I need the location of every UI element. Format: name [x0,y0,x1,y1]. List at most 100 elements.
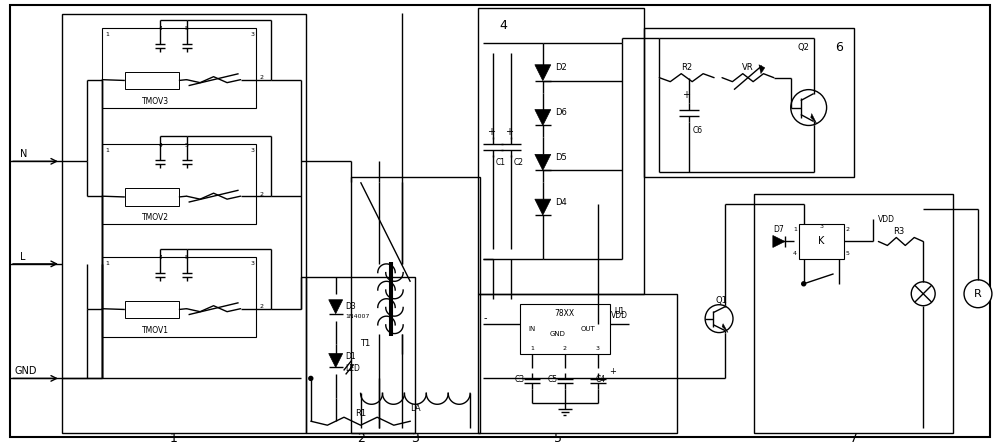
Text: R1: R1 [355,409,366,418]
Text: 3: 3 [250,149,254,153]
Text: 5: 5 [185,256,189,260]
Text: D3: D3 [346,302,356,311]
Text: D7: D7 [773,225,784,234]
Polygon shape [535,110,551,125]
Text: D1: D1 [346,352,356,361]
Text: R3: R3 [893,227,904,236]
Polygon shape [535,65,551,81]
Polygon shape [329,300,343,314]
Text: D4: D4 [555,198,567,206]
Bar [62,14,306,433]
Text: C5: C5 [548,375,558,384]
Text: 2: 2 [846,227,850,231]
Text: LED: LED [346,364,361,373]
Circle shape [791,90,827,125]
Bar [520,304,610,354]
Text: R2: R2 [681,63,692,72]
Text: 2: 2 [357,432,365,445]
Bar [125,301,179,318]
Text: 4: 4 [793,252,797,256]
Text: C1: C1 [496,158,506,167]
Polygon shape [535,154,551,170]
Text: 1: 1 [793,227,797,231]
Bar [125,188,179,206]
Text: 1: 1 [106,261,110,266]
Text: 2: 2 [259,192,263,197]
Text: 3: 3 [596,346,600,351]
Text: VDD: VDD [611,311,628,320]
Text: U1: U1 [615,307,625,316]
Text: 5: 5 [846,252,849,256]
Bar [644,28,854,177]
Bar [306,277,415,433]
Text: +: + [682,90,690,99]
Text: 3: 3 [819,223,823,228]
Text: C3: C3 [515,375,525,384]
Bar [102,257,256,337]
Text: 1: 1 [170,432,178,445]
Text: +: + [505,128,513,137]
Text: Q1: Q1 [715,296,727,305]
Bar [351,177,480,433]
Circle shape [705,305,733,333]
Text: 4: 4 [158,26,162,31]
Circle shape [802,282,806,286]
Text: LA: LA [410,404,421,413]
Text: IN: IN [528,326,535,332]
Text: 3: 3 [411,432,419,445]
Bar [799,224,844,259]
Text: K: K [818,236,824,247]
Text: OUT: OUT [580,326,595,332]
Circle shape [911,282,935,306]
Text: 2: 2 [259,75,263,80]
Circle shape [964,280,992,308]
Polygon shape [811,114,817,124]
Bar [102,28,256,107]
Text: C4: C4 [596,375,606,384]
Text: 1N4007: 1N4007 [346,314,370,319]
Polygon shape [773,235,785,248]
Text: 2: 2 [563,346,567,351]
Bar [125,72,179,89]
Text: N: N [20,149,27,159]
Text: D2: D2 [555,63,567,72]
Text: C2: C2 [514,158,524,167]
Circle shape [309,376,313,380]
Text: C6: C6 [692,126,702,135]
Polygon shape [535,199,551,215]
Text: 1: 1 [106,32,110,37]
Text: +: + [487,128,495,137]
Text: 1: 1 [530,346,534,351]
Text: R: R [974,289,982,299]
Bar [478,294,677,433]
Text: 5: 5 [185,26,189,31]
Text: 4: 4 [499,19,507,33]
Text: 4: 4 [158,143,162,148]
Text: 3: 3 [250,261,254,266]
Text: 78XX: 78XX [555,309,575,318]
Text: VDD: VDD [878,215,895,223]
Polygon shape [722,324,728,333]
Text: 3: 3 [250,32,254,37]
Polygon shape [759,65,765,74]
Text: +: + [609,367,616,376]
Text: TMOV1: TMOV1 [142,326,169,334]
Text: 6: 6 [835,41,843,54]
Bar [754,194,953,433]
Text: GND: GND [550,330,566,337]
Text: Q2: Q2 [798,43,810,52]
Text: 2: 2 [259,304,263,309]
Polygon shape [329,354,343,368]
Text: -: - [483,313,487,322]
Text: GND: GND [14,367,37,376]
Text: 4: 4 [158,256,162,260]
Text: D6: D6 [555,108,567,117]
Text: 7: 7 [850,432,858,445]
Text: D5: D5 [555,153,567,162]
Text: 5: 5 [554,432,562,445]
Text: TMOV2: TMOV2 [142,213,169,222]
Text: VR: VR [742,63,754,72]
Bar [102,145,256,224]
Text: T1: T1 [360,339,371,348]
Text: 5: 5 [185,143,189,148]
